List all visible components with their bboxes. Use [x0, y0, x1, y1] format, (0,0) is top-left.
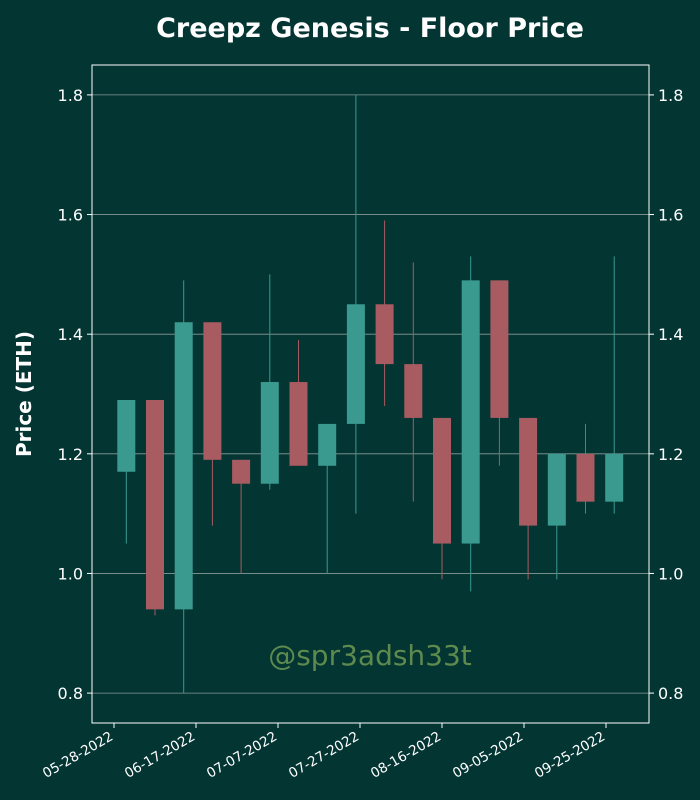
candle: [146, 399, 164, 616]
candle: [605, 256, 624, 514]
axes: 0.8 0.8 1.0 1.0 1.2 1.2 1.4 1.4 1.6 1.6 1.8 1.8 05-2…: [40, 86, 683, 782]
plot-frame: [91, 64, 650, 724]
candle-body: [547, 453, 566, 526]
candle-body: [519, 417, 538, 526]
candle: [289, 340, 308, 466]
y-tick-label-left: 1.4: [58, 325, 83, 344]
candle-body: [289, 382, 308, 466]
candle: [375, 220, 394, 406]
y-tick-label-left: 1.0: [58, 564, 83, 583]
y-tick-label-right: 1.8: [658, 86, 683, 105]
y-tick-label-left: 0.8: [58, 684, 83, 703]
chart-title: Creepz Genesis - Floor Price: [156, 13, 584, 44]
candle: [576, 423, 595, 514]
x-tick-label: 06-17-2022: [122, 729, 198, 782]
y-tick-label-right: 1.0: [658, 564, 683, 583]
watermark: @spr3adsh33t: [268, 639, 472, 672]
candle: [490, 280, 509, 466]
candle-body: [375, 304, 394, 365]
candle: [318, 423, 337, 574]
y-tick-label-right: 1.4: [658, 325, 683, 344]
y-tick-label-left: 1.8: [58, 86, 83, 105]
x-tick-label: 07-27-2022: [286, 729, 362, 782]
candle-body: [461, 280, 480, 544]
candle-body: [146, 399, 164, 610]
candle: [174, 280, 193, 694]
candle-body: [576, 453, 595, 502]
x-tick-label: 09-05-2022: [450, 729, 526, 782]
candle: [433, 417, 451, 580]
candle: [519, 417, 538, 580]
candle-body: [404, 364, 423, 418]
y-tick-label-right: 0.8: [658, 684, 683, 703]
x-tick-label: 08-16-2022: [368, 729, 444, 782]
candle: [260, 274, 279, 490]
candle-body: [260, 382, 279, 484]
y-tick-label-right: 1.2: [658, 445, 683, 464]
candles: [117, 94, 624, 694]
x-tick-label: 05-28-2022: [40, 729, 116, 782]
y-tick-label-left: 1.6: [58, 206, 83, 225]
candle: [346, 94, 365, 514]
candle: [461, 256, 480, 592]
y-axis-label: Price (ETH): [12, 331, 36, 457]
candle: [547, 453, 566, 580]
candle: [117, 399, 136, 544]
candle-body: [203, 322, 222, 460]
candle-body: [433, 417, 451, 544]
candle-body: [232, 459, 251, 484]
candle-body: [174, 322, 193, 610]
x-tick-label: 07-07-2022: [204, 729, 280, 782]
candle-body: [318, 423, 337, 466]
candle: [232, 459, 251, 574]
y-tick-label-left: 1.2: [58, 445, 83, 464]
candle: [203, 322, 222, 526]
candle-body: [117, 399, 136, 472]
candle-body: [490, 280, 509, 418]
y-tick-label-right: 1.6: [658, 206, 683, 225]
candle-body: [605, 453, 624, 502]
candle-body: [346, 304, 365, 424]
x-tick-label: 09-25-2022: [532, 729, 608, 782]
candle: [404, 262, 423, 502]
